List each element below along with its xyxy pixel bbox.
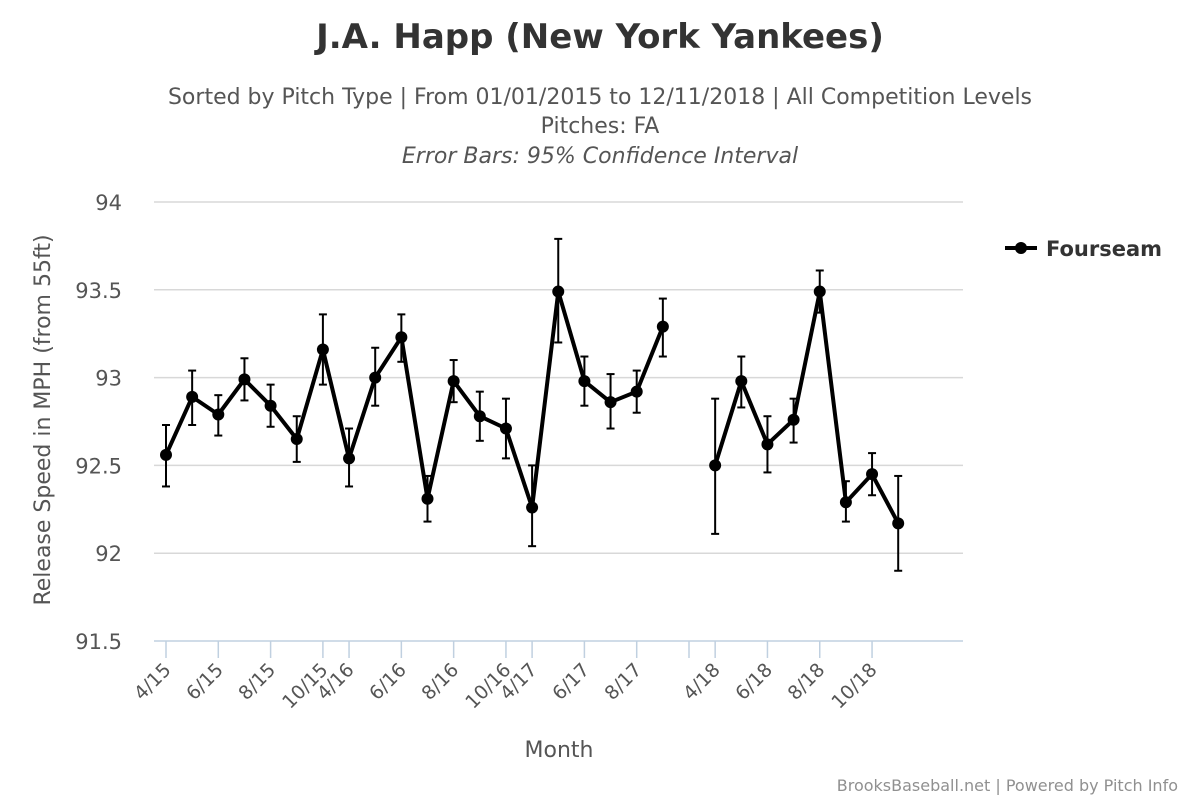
y-tick-label: 91.5	[75, 630, 122, 654]
data-point	[892, 517, 905, 530]
data-point	[421, 492, 434, 505]
x-tick-label: 8/17	[601, 659, 647, 705]
chart-subtitle-pitches: Pitches: FA	[541, 114, 660, 139]
y-tick-label: 93.5	[75, 279, 122, 303]
data-point	[316, 343, 329, 356]
series-lines	[164, 289, 900, 525]
legend[interactable]: Fourseam	[1005, 237, 1162, 261]
y-axis-ticks: 91.5 92 92.5 93 93.5 94	[75, 191, 122, 654]
series-points	[160, 285, 905, 530]
y-tick-label: 92.5	[75, 454, 122, 478]
series-line-segment	[164, 289, 665, 510]
x-axis-title: Month	[525, 738, 594, 763]
x-tick-label: 8/18	[784, 659, 830, 705]
data-point	[604, 396, 617, 409]
x-tick-label: 8/15	[234, 659, 280, 705]
x-tick-label: 8/16	[417, 659, 463, 705]
legend-label-fourseam: Fourseam	[1046, 237, 1162, 261]
data-point	[473, 410, 486, 423]
x-tick-label: 6/16	[365, 659, 411, 705]
data-point	[238, 373, 251, 386]
x-tick-label: 6/15	[182, 659, 228, 705]
data-point	[866, 468, 879, 481]
data-point	[552, 285, 565, 298]
y-tick-label: 93	[95, 367, 122, 391]
data-point	[160, 448, 172, 461]
data-point	[630, 385, 643, 398]
data-point	[787, 413, 800, 426]
data-point	[186, 390, 199, 403]
data-point	[578, 375, 591, 388]
chart-subtitle: Sorted by Pitch Type | From 01/01/2015 t…	[168, 85, 1032, 110]
y-axis-title: Release Speed in MPH (from 55ft)	[31, 234, 56, 605]
data-point	[656, 320, 669, 333]
x-tick-label: 4/18	[679, 659, 725, 705]
y-tick-label: 94	[95, 191, 122, 215]
x-tick-label: 6/17	[548, 659, 594, 705]
data-point	[499, 422, 512, 435]
data-point	[839, 496, 852, 509]
data-point	[369, 371, 382, 384]
legend-marker-fourseam	[1015, 242, 1027, 254]
data-point	[290, 433, 303, 446]
series-line-segment	[713, 289, 900, 525]
data-point	[813, 285, 826, 298]
grid-layer	[154, 201, 963, 554]
y-tick-label: 92	[95, 542, 122, 566]
chart-title: J.A. Happ (New York Yankees)	[314, 17, 884, 57]
data-point	[735, 375, 748, 388]
data-point	[395, 331, 408, 344]
data-point	[212, 408, 225, 421]
data-point	[264, 399, 277, 412]
x-tick-label: 6/18	[731, 659, 777, 705]
data-point	[709, 459, 722, 472]
x-tick-label: 4/15	[130, 659, 176, 705]
data-point	[761, 438, 774, 451]
data-point	[526, 501, 539, 514]
x-tick-label: 10/18	[827, 659, 881, 713]
chart-subtitle-errorbars: Error Bars: 95% Confidence Interval	[402, 144, 798, 169]
data-point	[343, 452, 356, 465]
chart-credits[interactable]: BrooksBaseball.net | Powered by Pitch In…	[837, 776, 1178, 795]
data-point	[447, 375, 460, 388]
error-bars	[162, 237, 903, 572]
